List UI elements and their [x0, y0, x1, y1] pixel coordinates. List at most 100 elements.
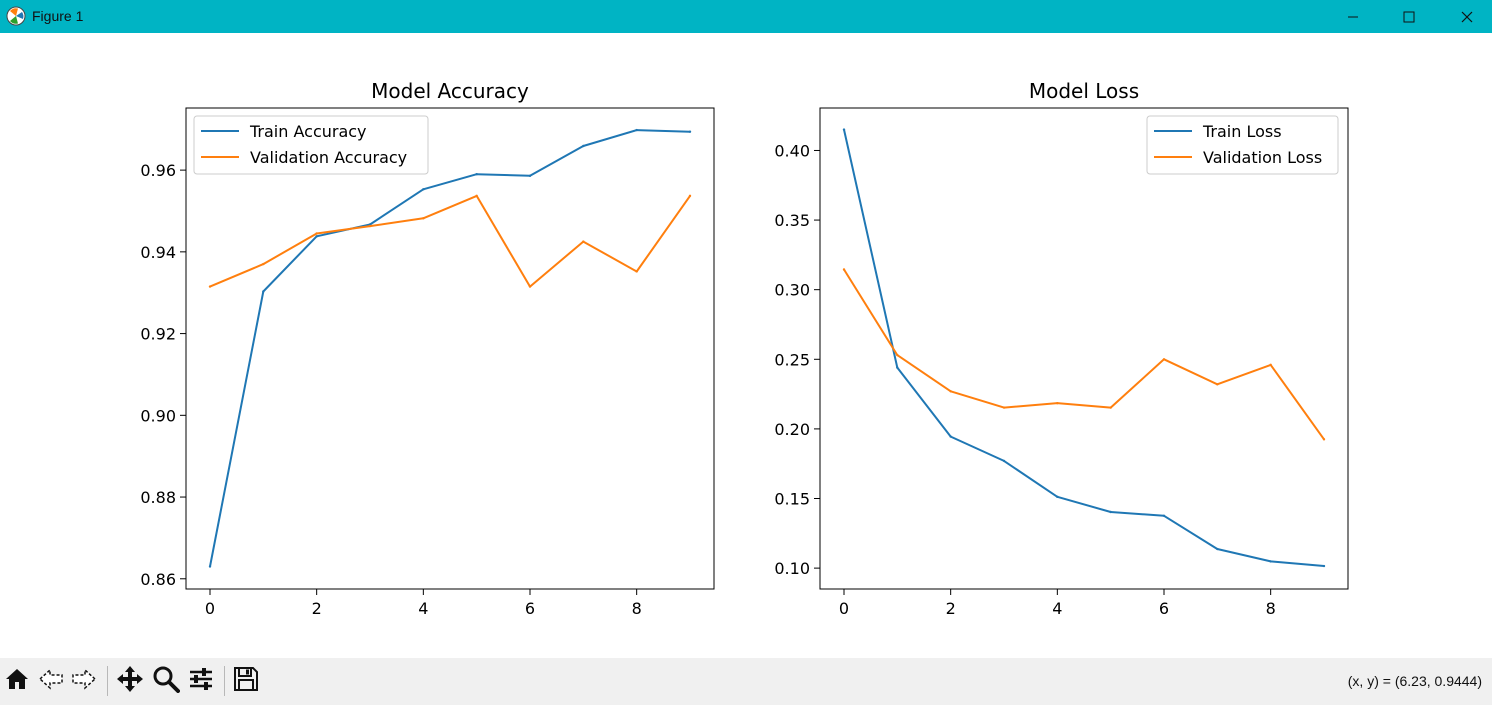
zoom-icon [152, 665, 180, 697]
chart-1-series-2-point [688, 194, 692, 198]
forward-button[interactable] [67, 664, 101, 698]
home-button[interactable] [0, 664, 34, 698]
navigation-toolbar: (x, y) = (6.23, 0.9444) [0, 658, 1492, 705]
chart-2-ytick-label: 0.35 [774, 211, 810, 230]
save-icon [233, 666, 259, 696]
chart-2-series-1-point [1109, 510, 1112, 514]
pan-icon [116, 665, 144, 697]
chart-1-series-2-point [315, 232, 318, 235]
chart-1-series-2-point [582, 240, 585, 243]
figure-canvas[interactable]: Model Accuracy 0 2 4 6 8 0.86 0.88 0.90 0.92 0.94 0… [0, 33, 1492, 658]
maximize-icon [1403, 11, 1415, 23]
chart-2-series-1-point [1322, 564, 1326, 568]
chart-1-series-2-point [475, 194, 478, 198]
chart-2-xtick-label: 2 [946, 599, 956, 618]
window-title: Figure 1 [32, 8, 84, 24]
chart-1-series-2-point [635, 270, 638, 273]
chart-1-ytick-label: 0.94 [140, 243, 176, 262]
chart-1-xtick-label: 0 [205, 599, 215, 618]
chart-1-series-1-point [422, 188, 425, 191]
chart-1-series-1-point [262, 290, 265, 293]
chart-1-series-1-point [315, 235, 318, 238]
chart-2-series-2-point [1109, 406, 1112, 409]
chart-1-legend [193, 115, 429, 175]
chart-1-series-1-point [208, 565, 212, 568]
chart-2-series-1-point [949, 435, 952, 438]
chart-1-series-1-point [688, 130, 692, 133]
chart-2-series-2-point [1056, 401, 1059, 405]
chart-1-series-2-point [208, 285, 212, 288]
chart-1-series-2-point [368, 224, 372, 228]
figure-svg: Model Accuracy 0 2 4 6 8 0.86 0.88 0.90 0.92 0.94 0… [140, 79, 1349, 618]
configure-subplots-icon [188, 666, 214, 696]
chart-1-xtick-label: 4 [418, 599, 428, 618]
chart-2-series-1-point [1216, 547, 1219, 551]
zoom-button[interactable] [149, 664, 183, 698]
chart-2-series-2-point [949, 390, 952, 393]
save-button[interactable] [229, 664, 263, 698]
chart-1-ytick-label: 0.88 [140, 488, 176, 507]
chart-2-series-line-2 [843, 268, 1325, 440]
chart-2-axes-frame [819, 107, 1349, 590]
chart-1-legend-label: Train Accuracy [249, 122, 367, 141]
close-icon [1461, 11, 1473, 23]
chart-2-series-2-point [1216, 383, 1219, 386]
chart-2-xtick-label: 6 [1159, 599, 1169, 618]
pan-button[interactable] [113, 664, 147, 698]
maximize-button[interactable] [1380, 0, 1438, 33]
window-titlebar: Figure 1 [0, 0, 1492, 33]
chart-1-legend-label: Validation Accuracy [250, 148, 407, 167]
toolbar-divider [224, 666, 225, 696]
chart-1-ytick-label: 0.86 [140, 570, 176, 589]
chart-1-series-2-point [528, 285, 532, 288]
chart-2-legend-label: Train Loss [1202, 122, 1282, 141]
chart-2-ytick-label: 0.15 [774, 490, 810, 509]
chart-2-xtick-label: 8 [1266, 599, 1276, 618]
back-button[interactable] [34, 664, 68, 698]
chart-1-xtick-label: 8 [632, 599, 642, 618]
chart-2-ytick-label: 0.10 [774, 559, 810, 578]
chart-1-xtick-label: 6 [525, 599, 535, 618]
chart-2-series-2-point [1002, 406, 1006, 409]
chart-2-ytick-label: 0.25 [774, 350, 810, 369]
minimize-icon [1347, 11, 1359, 23]
chart-2-legend [1146, 115, 1339, 175]
chart-2-series-2-point [1322, 438, 1326, 441]
home-icon [4, 666, 30, 696]
close-button[interactable] [1438, 0, 1492, 33]
chart-1-series-line-1 [209, 129, 691, 567]
chart-1-ytick-label: 0.92 [140, 325, 176, 344]
chart-1-title: Model Accuracy [371, 79, 529, 103]
chart-1-series-1-point [475, 173, 478, 176]
chart-2-ytick-label: 0.40 [774, 141, 810, 160]
cursor-coordinates: (x, y) = (6.23, 0.9444) [1347, 673, 1482, 689]
chart-1-series-line-2 [209, 194, 691, 288]
chart-2-series-1-point [1002, 459, 1006, 463]
chart-2-series-2-point [1162, 358, 1166, 361]
matplotlib-app-icon [6, 6, 26, 26]
chart-2-series-line-1 [843, 129, 1325, 567]
chart-2-series-2-point [1269, 363, 1272, 367]
chart-2-series-1-point [1269, 560, 1272, 563]
chart-2-title: Model Loss [1029, 79, 1139, 103]
forward-icon [71, 666, 97, 696]
chart-1-series-1-point [582, 144, 585, 148]
chart-1-axes-frame [185, 107, 715, 590]
chart-2-ytick-label: 0.30 [774, 281, 810, 300]
chart-2-xtick-label: 0 [839, 599, 849, 618]
chart-2-ytick-label: 0.20 [774, 420, 810, 439]
chart-2-series-1-point [1162, 514, 1166, 517]
chart-2-series-2-point [896, 353, 899, 357]
minimize-button[interactable] [1324, 0, 1382, 33]
configure-subplots-button[interactable] [184, 664, 218, 698]
chart-2-legend-label: Validation Loss [1203, 148, 1322, 167]
chart-1-xtick-label: 2 [312, 599, 322, 618]
chart-1-series-1-point [635, 128, 638, 132]
back-icon [38, 666, 64, 696]
chart-2-series-2-point [842, 268, 846, 271]
chart-1-ytick-label: 0.90 [140, 406, 176, 425]
toolbar-divider [107, 666, 108, 696]
chart-2-series-1-point [896, 366, 899, 369]
chart-1-ytick-label: 0.96 [140, 161, 176, 180]
chart-2-xtick-label: 4 [1052, 599, 1062, 618]
